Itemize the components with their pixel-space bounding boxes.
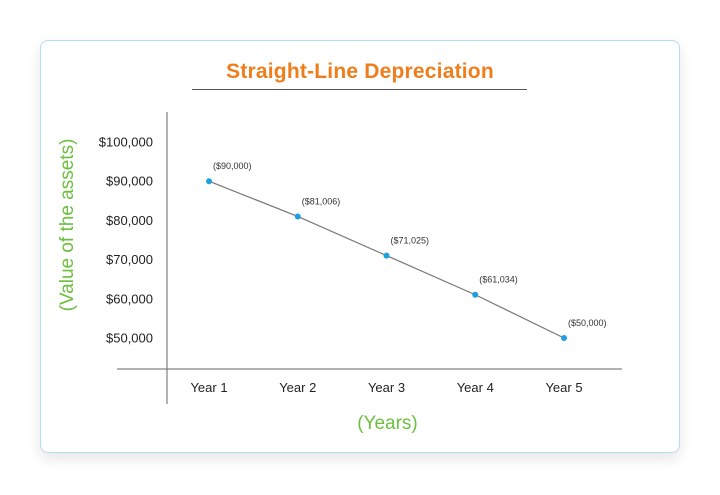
data-label: ($50,000) (568, 318, 607, 328)
data-label: ($61,034) (479, 275, 518, 285)
x-axis-title: (Years) (357, 413, 418, 434)
data-point (206, 178, 212, 185)
data-label: ($90,000) (213, 161, 252, 171)
chart-card (40, 40, 680, 453)
x-tick-label: Year 3 (368, 380, 405, 395)
y-tick-label: $60,000 (106, 291, 153, 306)
data-point (294, 213, 301, 220)
x-tick-label: Year 2 (279, 380, 316, 395)
series-line (208, 180, 565, 339)
data-label: ($71,025) (391, 236, 430, 246)
y-tick-label: $80,000 (106, 213, 153, 228)
x-tick-label: Year 5 (545, 380, 582, 395)
y-tick-label: $70,000 (106, 252, 153, 267)
data-point (561, 335, 567, 341)
x-tick-label: Year 1 (190, 380, 227, 395)
title-underline (192, 89, 527, 90)
data-point (383, 252, 390, 259)
y-tick-label: $100,000 (99, 135, 153, 150)
x-tick-label: Year 4 (457, 380, 494, 395)
chart-title: Straight-Line Depreciation (226, 60, 494, 83)
data-label: ($81,006) (302, 196, 341, 206)
y-tick-label: $50,000 (106, 331, 153, 346)
y-tick-label: $90,000 (106, 174, 153, 189)
data-point (472, 291, 479, 298)
